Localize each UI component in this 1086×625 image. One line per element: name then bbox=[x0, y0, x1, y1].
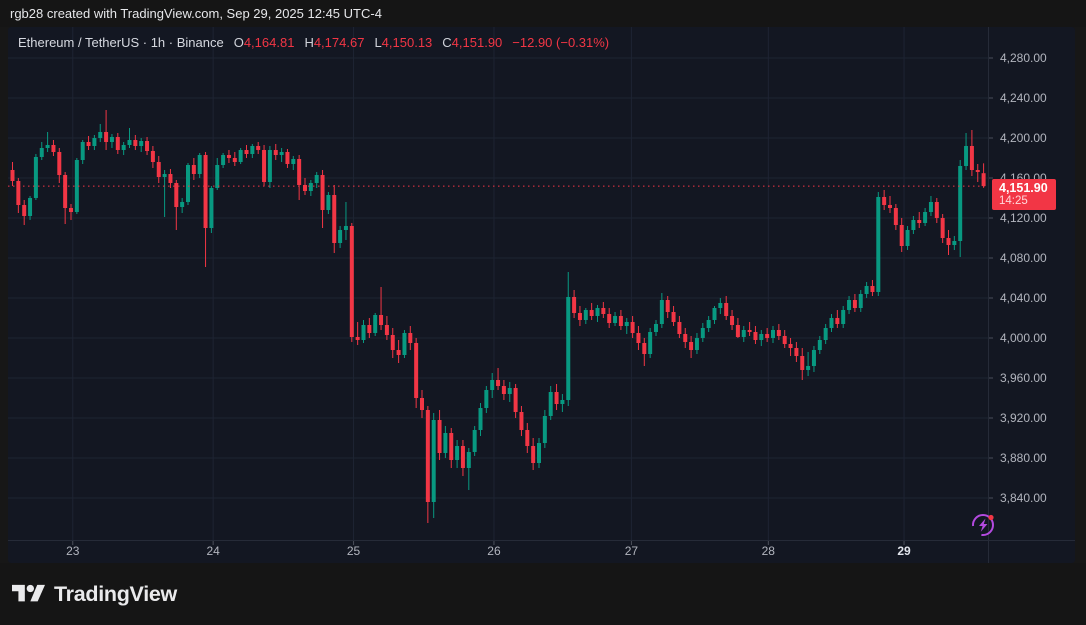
snapshot-attribution-bar: rgb28 created with TradingView.com, Sep … bbox=[0, 0, 1086, 27]
lightning-icon bbox=[972, 514, 994, 536]
time-axis-label: 26 bbox=[487, 544, 501, 558]
chart-legend[interactable]: Ethereum / TetherUS · 1h · Binance O4,16… bbox=[18, 35, 609, 50]
time-axis-label: 25 bbox=[346, 544, 361, 558]
legend-high: H4,174.67 bbox=[304, 35, 365, 50]
price-axis-label: 4,280.00 bbox=[1000, 51, 1047, 65]
price-axis-label: 3,960.00 bbox=[1000, 371, 1047, 385]
time-axis-label: 24 bbox=[206, 544, 220, 558]
legend-change: −12.90 (−0.31%) bbox=[512, 35, 610, 50]
attribution-text: rgb28 created with TradingView.com, Sep … bbox=[10, 6, 382, 21]
last-price-label: 4,151.90 14:25 bbox=[992, 179, 1056, 211]
last-price-value: 4,151.90 bbox=[999, 181, 1048, 196]
price-axis-label: 4,040.00 bbox=[1000, 291, 1047, 305]
symbol-title[interactable]: Ethereum / TetherUS · 1h · Binance bbox=[18, 35, 224, 50]
bolt-glyph bbox=[979, 518, 988, 532]
price-axis-label: 4,120.00 bbox=[1000, 211, 1047, 225]
tradingview-logo-icon[interactable] bbox=[12, 581, 45, 607]
time-axis-label: 28 bbox=[761, 544, 775, 558]
time-axis-label: 27 bbox=[624, 544, 639, 558]
price-axis-label: 3,880.00 bbox=[1000, 451, 1047, 465]
legend-low: L4,150.13 bbox=[374, 35, 433, 50]
price-axis-label: 4,200.00 bbox=[1000, 131, 1047, 145]
chart-pane[interactable]: Ethereum / TetherUS · 1h · Binance O4,16… bbox=[8, 27, 1075, 563]
candlestick-chart-canvas[interactable] bbox=[8, 27, 1075, 563]
candle-countdown: 14:25 bbox=[999, 195, 1028, 208]
price-axis-label: 3,920.00 bbox=[1000, 411, 1047, 425]
legend-close: C4,151.90 bbox=[442, 35, 503, 50]
time-axis-label: 23 bbox=[66, 544, 80, 558]
time-axis[interactable]: 23 24 25 26 27 28 29 bbox=[8, 540, 988, 563]
price-axis-label: 3,840.00 bbox=[1000, 491, 1047, 505]
price-axis[interactable]: 4,280.00 4,240.00 4,200.00 4,160.00 4,120.00… bbox=[988, 27, 1075, 540]
legend-open: O4,164.81 bbox=[233, 35, 295, 50]
flash-ideas-button[interactable] bbox=[970, 511, 998, 539]
price-axis-label: 4,080.00 bbox=[1000, 251, 1047, 265]
time-axis-label: 29 bbox=[897, 544, 911, 558]
price-axis-label: 4,240.00 bbox=[1000, 91, 1047, 105]
price-axis-label: 4,000.00 bbox=[1000, 331, 1047, 345]
footer-bar: TradingView bbox=[0, 563, 1086, 625]
tradingview-wordmark[interactable]: TradingView bbox=[54, 581, 177, 606]
notification-dot bbox=[988, 514, 994, 521]
